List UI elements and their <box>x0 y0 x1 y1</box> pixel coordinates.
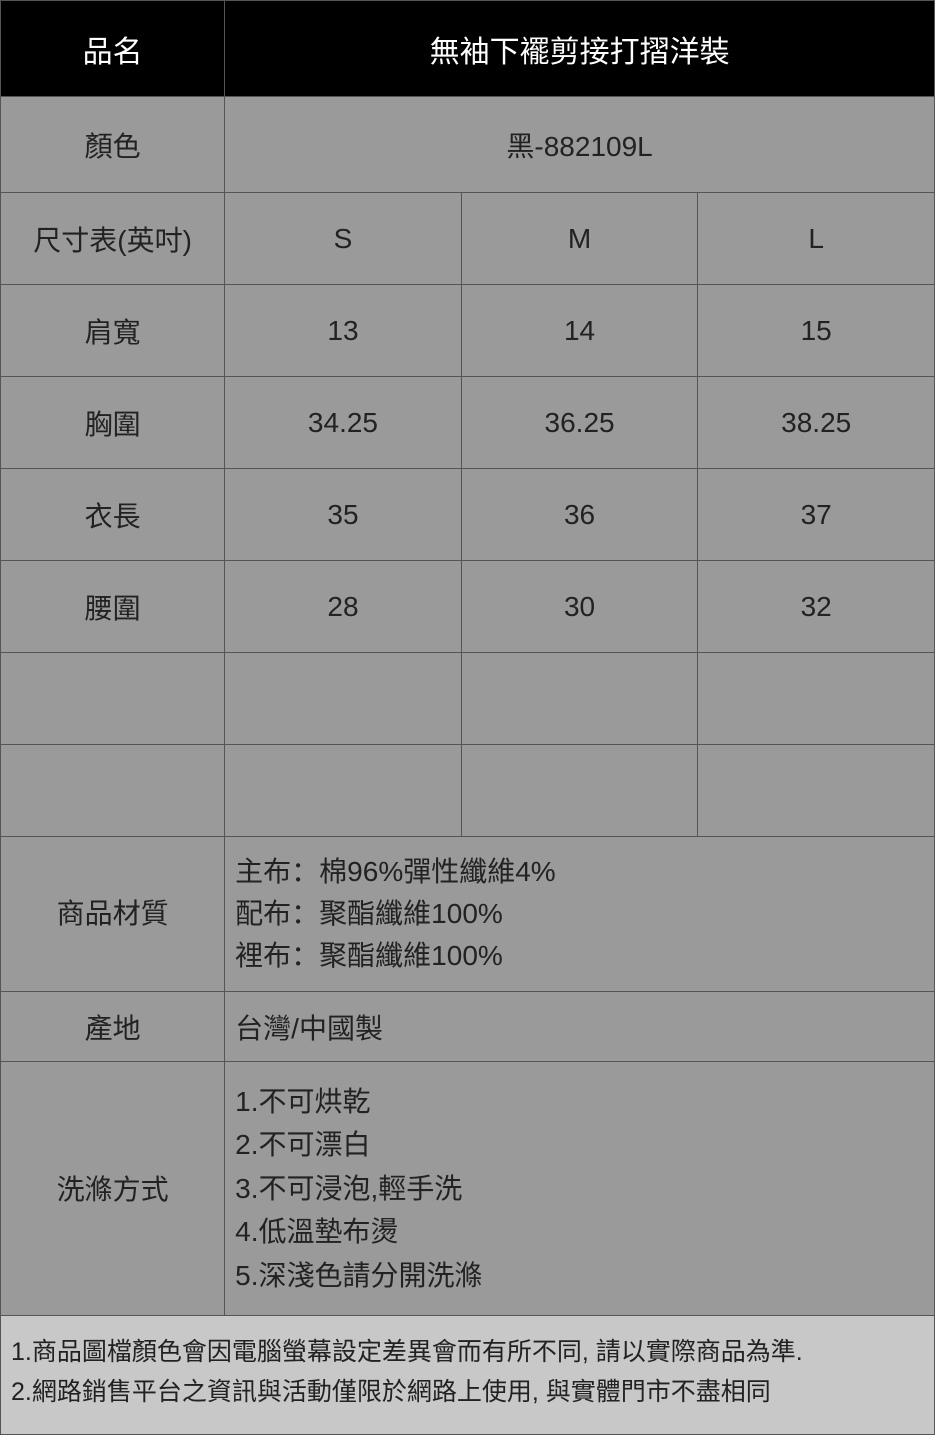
wash-line: 1.不可烘乾 <box>235 1080 924 1123</box>
origin-value: 台灣/中國製 <box>225 992 935 1062</box>
empty-cell <box>698 653 935 745</box>
table-row: 衣長 35 36 37 <box>1 469 935 561</box>
material-line: 配布：聚酯纖維100% <box>235 893 924 935</box>
product-name-label: 品名 <box>1 1 225 97</box>
measure-value: 15 <box>698 285 935 377</box>
table-row: 顏色 黑-882109L <box>1 97 935 193</box>
table-row <box>1 653 935 745</box>
table-row: 腰圍 28 30 32 <box>1 561 935 653</box>
size-header-label: 尺寸表(英吋) <box>1 193 225 285</box>
measure-value: 35 <box>225 469 462 561</box>
table-row <box>1 745 935 837</box>
product-spec-table: 品名 無袖下襬剪接打摺洋裝 顏色 黑-882109L 尺寸表(英吋) S M L… <box>0 0 935 1435</box>
table-row: 尺寸表(英吋) S M L <box>1 193 935 285</box>
wash-label: 洗滌方式 <box>1 1062 225 1316</box>
table-row: 肩寬 13 14 15 <box>1 285 935 377</box>
color-value: 黑-882109L <box>225 97 935 193</box>
measure-label: 胸圍 <box>1 377 225 469</box>
wash-value: 1.不可烘乾 2.不可漂白 3.不可浸泡,輕手洗 4.低溫墊布燙 5.深淺色請分… <box>225 1062 935 1316</box>
measure-value: 34.25 <box>225 377 462 469</box>
measure-label: 腰圍 <box>1 561 225 653</box>
measure-value: 38.25 <box>698 377 935 469</box>
measure-label: 肩寬 <box>1 285 225 377</box>
measure-value: 36.25 <box>461 377 698 469</box>
wash-line: 4.低溫墊布燙 <box>235 1210 924 1253</box>
material-line: 主布：棉96%彈性纖維4% <box>235 851 924 893</box>
empty-cell <box>1 745 225 837</box>
measure-value: 14 <box>461 285 698 377</box>
material-line: 裡布：聚酯纖維100% <box>235 935 924 977</box>
size-col-l: L <box>698 193 935 285</box>
wash-line: 2.不可漂白 <box>235 1123 924 1166</box>
empty-cell <box>698 745 935 837</box>
note-line: 2.網路銷售平台之資訊與活動僅限於網路上使用, 與實體門市不盡相同 <box>11 1372 924 1412</box>
empty-cell <box>461 745 698 837</box>
product-name-value: 無袖下襬剪接打摺洋裝 <box>225 1 935 97</box>
material-value: 主布：棉96%彈性纖維4% 配布：聚酯纖維100% 裡布：聚酯纖維100% <box>225 837 935 992</box>
wash-line: 3.不可浸泡,輕手洗 <box>235 1167 924 1210</box>
empty-cell <box>1 653 225 745</box>
note-line: 1.商品圖檔顏色會因電腦螢幕設定差異會而有所不同, 請以實際商品為準. <box>11 1332 924 1372</box>
measure-value: 32 <box>698 561 935 653</box>
measure-value: 36 <box>461 469 698 561</box>
wash-line: 5.深淺色請分開洗滌 <box>235 1254 924 1297</box>
material-label: 商品材質 <box>1 837 225 992</box>
table-row: 洗滌方式 1.不可烘乾 2.不可漂白 3.不可浸泡,輕手洗 4.低溫墊布燙 5.… <box>1 1062 935 1316</box>
size-col-m: M <box>461 193 698 285</box>
color-label: 顏色 <box>1 97 225 193</box>
measure-value: 37 <box>698 469 935 561</box>
origin-label: 產地 <box>1 992 225 1062</box>
footer-notes: 1.商品圖檔顏色會因電腦螢幕設定差異會而有所不同, 請以實際商品為準. 2.網路… <box>0 1316 935 1435</box>
measure-value: 30 <box>461 561 698 653</box>
spec-table: 品名 無袖下襬剪接打摺洋裝 顏色 黑-882109L 尺寸表(英吋) S M L… <box>0 0 935 1316</box>
empty-cell <box>225 745 462 837</box>
table-row: 商品材質 主布：棉96%彈性纖維4% 配布：聚酯纖維100% 裡布：聚酯纖維10… <box>1 837 935 992</box>
empty-cell <box>225 653 462 745</box>
measure-value: 28 <box>225 561 462 653</box>
size-col-s: S <box>225 193 462 285</box>
table-row: 產地 台灣/中國製 <box>1 992 935 1062</box>
table-row: 胸圍 34.25 36.25 38.25 <box>1 377 935 469</box>
empty-cell <box>461 653 698 745</box>
table-row: 品名 無袖下襬剪接打摺洋裝 <box>1 1 935 97</box>
measure-value: 13 <box>225 285 462 377</box>
measure-label: 衣長 <box>1 469 225 561</box>
